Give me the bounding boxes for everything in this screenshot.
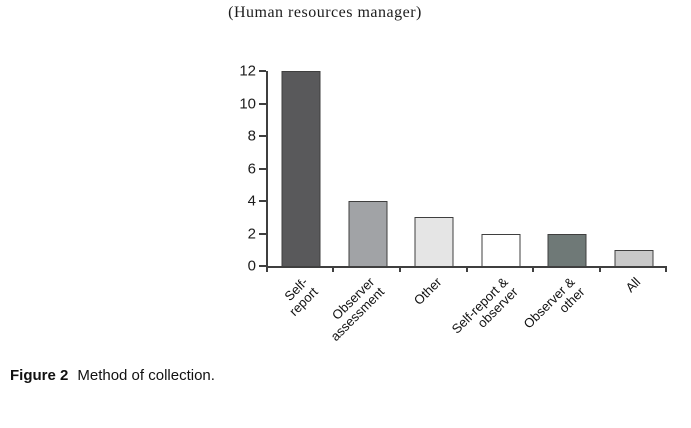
y-axis-tick [259,135,266,138]
figure-caption: Figure 2 Method of collection. [10,367,215,384]
x-axis-label: Self-report [281,274,321,319]
y-axis-tick [259,265,266,267]
x-axis-tick [266,266,268,272]
x-axis-tick [465,266,468,272]
bar-3 [414,217,454,266]
figure-caption-label: Figure 2 [10,367,69,384]
x-axis-tick [598,266,601,272]
y-axis-label: 4 [247,192,256,210]
x-axis-label: Other [410,274,445,308]
x-axis-label: Observer & other [520,274,587,332]
y-axis-label: 2 [247,225,256,243]
y-axis-tick [259,167,266,170]
x-axis-tick [665,266,667,272]
y-axis-tick [259,232,266,235]
x-axis-tick [398,266,401,272]
y-axis-line [266,71,268,268]
bar-1 [281,71,321,266]
figure-caption-text: Method of collection. [77,367,215,384]
y-axis-label: 6 [247,160,256,177]
x-axis-label: Self-report & observer [448,274,521,337]
bar-5 [547,233,587,266]
bar-6 [614,249,654,266]
y-axis-tick [259,70,266,72]
y-axis-label: 8 [247,127,256,145]
bar-4 [481,233,521,266]
x-axis-tick [531,266,534,272]
x-axis-tick [332,266,335,272]
y-axis-label: 12 [239,62,256,80]
x-axis-label: Observer assessment [327,274,388,344]
chart-title: (Human resources manager) [228,4,422,21]
y-axis-tick [259,102,266,105]
x-axis-label: All [622,274,644,296]
plot-area: 0 2 4 6 8 10 12 Self-report Observer assessment O… [239,64,667,344]
y-axis-label: 0 [247,257,256,275]
y-axis-tick [259,200,266,203]
bar-2 [348,201,388,266]
y-axis-label: 10 [239,95,256,112]
